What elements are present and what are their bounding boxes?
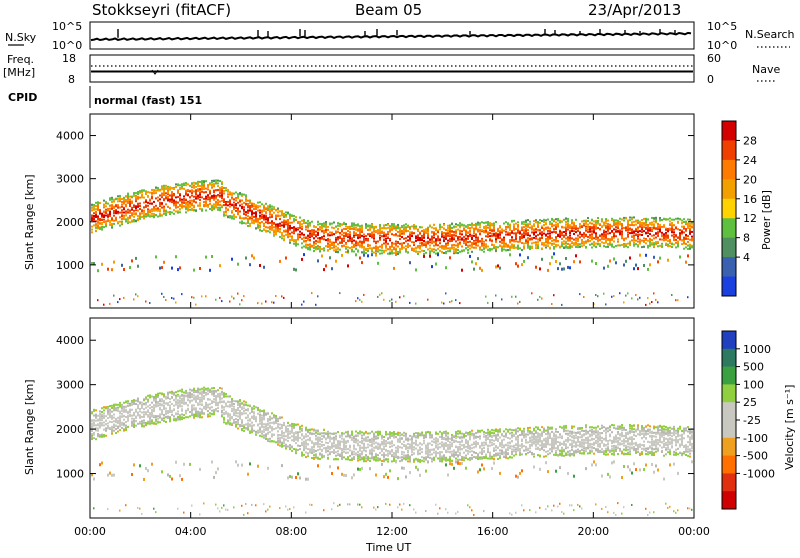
velocity-bands [91, 387, 693, 516]
nsky-panel: N.Sky 10^5 10^0 10^5 10^0 N.Search [5, 20, 795, 52]
colorbar-swatch [722, 277, 736, 297]
cpid-label: CPID [8, 91, 37, 104]
colorbar-swatch [722, 402, 736, 420]
x-tick-label: 00:00 [678, 525, 710, 538]
freq-panel: Freq. [MHz] 18 8 60 0 Nave [3, 52, 780, 86]
freq-label-1: Freq. [7, 53, 34, 66]
colorbar-swatch [722, 491, 736, 509]
power-panel: 4000 3000 2000 1000 Slant Range [km] 28 24 20… [23, 114, 773, 308]
x-tick-label: 00:00 [74, 525, 106, 538]
colorbar-tick-label: 28 [743, 134, 757, 147]
colorbar-swatch [722, 384, 736, 402]
velocity-panel: 4000 3000 2000 1000 Slant Range [km] 1000 50… [23, 318, 796, 518]
power-ylabel: Slant Range [km] [23, 174, 36, 270]
colorbar-swatch [722, 121, 736, 141]
y-tick-label: 2000 [56, 423, 84, 436]
cpid-panel: CPID normal (fast) 151 [8, 86, 202, 108]
nsky-tick-bottom: 10^0 [52, 39, 82, 52]
colorbar-tick-label: -25 [743, 414, 761, 427]
power-colorbar: 28 24 20 16 12 8 4 [722, 121, 757, 297]
y-tick-label: 4000 [56, 334, 84, 347]
x-axis-ticks: 00:00 04:00 08:00 12:00 16:00 20:00 00:00 [74, 114, 710, 538]
colorbar-swatch [722, 160, 736, 180]
colorbar-swatch [722, 420, 736, 438]
nsearch-label: N.Search [745, 28, 795, 41]
colorbar-tick-label: 100 [743, 378, 764, 391]
y-tick-label: 1000 [56, 468, 84, 481]
nave-tick-top: 60 [707, 52, 721, 65]
colorbar-swatch [722, 140, 736, 160]
x-tick-label: 20:00 [577, 525, 609, 538]
colorbar-swatch [722, 349, 736, 367]
y-tick-label: 3000 [56, 173, 84, 186]
station-title: Stokkseyri (fitACF) [92, 1, 231, 19]
y-tick-label: 2000 [56, 216, 84, 229]
colorbar-swatch [722, 438, 736, 456]
y-tick-label: 1000 [56, 259, 84, 272]
colorbar-swatch [722, 331, 736, 349]
colorbar-tick-label: 24 [743, 154, 757, 167]
colorbar-tick-label: 20 [743, 173, 757, 186]
colorbar-swatch [722, 218, 736, 238]
nave-label: Nave [752, 63, 780, 76]
colorbar-swatch [722, 238, 736, 258]
nave-tick-bottom: 0 [707, 73, 714, 86]
freq-tick-top: 18 [62, 52, 76, 65]
colorbar-swatch [722, 473, 736, 491]
colorbar-swatch [722, 456, 736, 474]
power-bands [91, 179, 693, 306]
x-tick-label: 04:00 [175, 525, 207, 538]
x-axis-label: Time UT [365, 541, 411, 554]
velocity-colorbar-label: Velocity [m s⁻¹] [783, 385, 796, 470]
colorbar-swatch [722, 179, 736, 199]
y-tick-label: 3000 [56, 379, 84, 392]
cpid-value: normal (fast) 151 [94, 94, 202, 107]
freq-tick-bottom: 8 [68, 73, 75, 86]
nsearch-tick-top: 10^5 [707, 20, 737, 33]
colorbar-tick-label: 25 [743, 396, 757, 409]
x-tick-label: 08:00 [275, 525, 307, 538]
colorbar-tick-label: 16 [743, 193, 757, 206]
colorbar-tick-label: -100 [743, 432, 768, 445]
velocity-colorbar: 1000 500 100 25 -25 -100 -500 -1000 [722, 331, 775, 510]
colorbar-tick-label: 1000 [743, 343, 771, 356]
date-title: 23/Apr/2013 [588, 1, 681, 19]
x-tick-label: 12:00 [376, 525, 408, 538]
nsearch-tick-bottom: 10^0 [707, 39, 737, 52]
colorbar-swatch [722, 367, 736, 385]
colorbar-tick-label: 500 [743, 361, 764, 374]
colorbar-swatch [722, 199, 736, 219]
nsky-tick-top: 10^5 [52, 20, 82, 33]
colorbar-tick-label: 8 [743, 232, 750, 245]
freq-label-2: [MHz] [3, 66, 35, 79]
power-colorbar-label: Power [dB] [760, 190, 773, 250]
x-tick-label: 16:00 [477, 525, 509, 538]
y-tick-label: 4000 [56, 130, 84, 143]
nsky-series [91, 33, 691, 40]
colorbar-swatch [722, 257, 736, 277]
colorbar-tick-label: -1000 [743, 467, 775, 480]
colorbar-tick-label: -500 [743, 450, 768, 463]
colorbar-tick-label: 4 [743, 251, 750, 264]
beam-title: Beam 05 [355, 1, 422, 19]
colorbar-tick-label: 12 [743, 212, 757, 225]
nsky-label: N.Sky [5, 31, 37, 44]
velocity-ylabel: Slant Range [km] [23, 379, 36, 475]
